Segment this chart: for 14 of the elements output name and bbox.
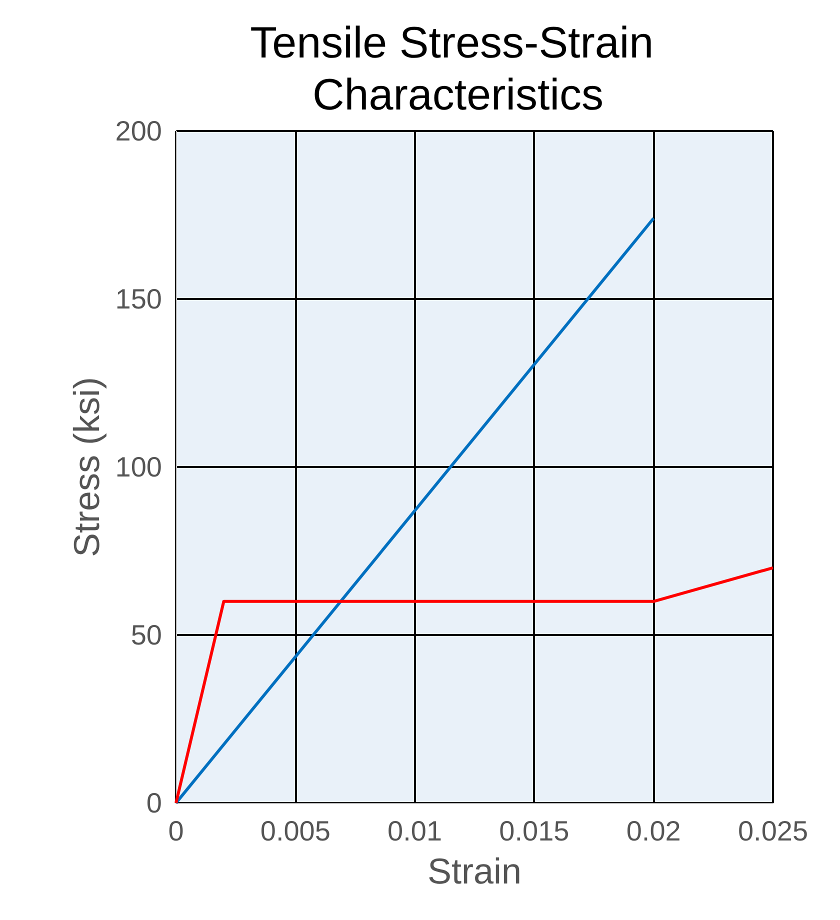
y-tick-label: 100 [115,452,162,482]
y-tick-label: 200 [115,116,162,146]
y-tick-label: 50 [130,620,162,650]
x-tick-label: 0 [168,816,184,846]
y-tick-label: 0 [146,788,162,818]
x-tick-label: 0.025 [738,816,808,846]
x-tick-label: 0.01 [388,816,442,846]
x-axis-title: Strain [427,850,522,892]
x-tick-label: 0.02 [626,816,681,846]
x-tick-label: 0.005 [260,816,330,846]
y-tick-label: 150 [115,284,162,314]
chart-title: Tensile Stress-Strain Characteristics [250,18,666,120]
y-axis-title: Stress (ksi) [66,377,107,557]
x-tick-label: 0.015 [499,816,570,846]
